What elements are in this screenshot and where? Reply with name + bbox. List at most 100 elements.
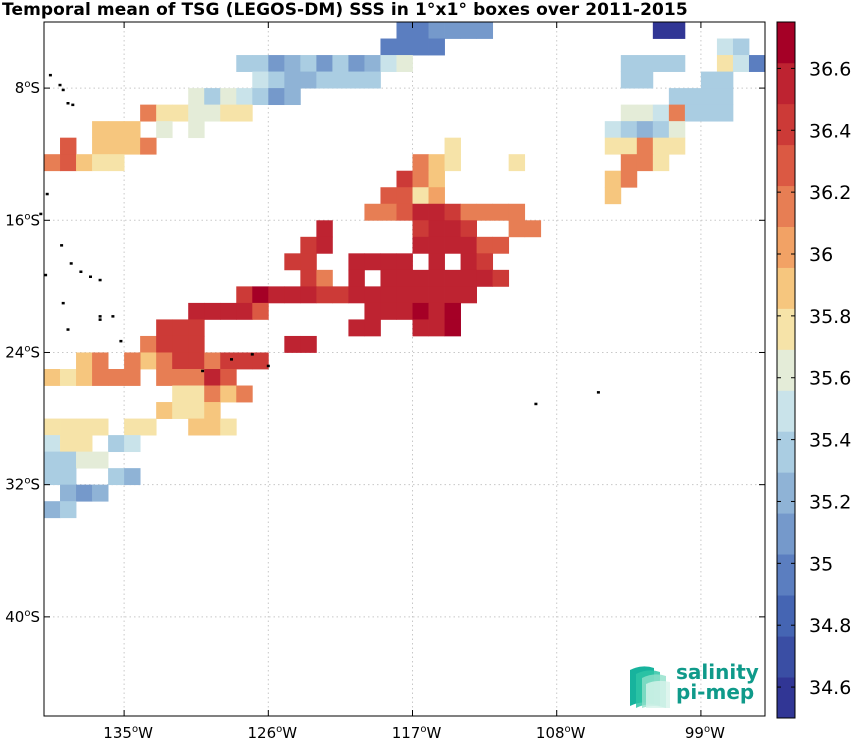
heatmap-cell	[492, 269, 510, 287]
heatmap-cell	[700, 71, 718, 89]
colorbar-tick-label: 36.6	[809, 58, 851, 80]
heatmap-cell	[508, 154, 526, 172]
heatmap-cell	[620, 154, 638, 172]
heatmap-cell	[108, 369, 125, 386]
y-tick-label: 40oS	[5, 608, 40, 626]
heatmap-cell	[220, 88, 237, 106]
heatmap-cell	[92, 352, 109, 370]
heatmap-cell	[92, 418, 109, 436]
heatmap-cell	[76, 352, 93, 370]
heatmap-cell	[300, 286, 317, 304]
heatmap-cell	[476, 269, 494, 287]
heatmap-cell	[668, 104, 686, 122]
island-marker	[60, 244, 64, 247]
heatmap-cell	[476, 253, 494, 271]
heatmap-cell	[428, 170, 445, 188]
island-marker	[119, 339, 123, 343]
colorbar-segment	[777, 677, 795, 719]
heatmap-cell	[652, 104, 670, 122]
heatmap-cell	[236, 55, 253, 72]
heatmap-cell	[204, 302, 221, 320]
heatmap-cell	[188, 335, 205, 353]
heatmap-cell	[44, 501, 61, 519]
colorbar-segment	[777, 431, 795, 473]
heatmap-cell	[284, 286, 301, 304]
heatmap-cell	[396, 253, 413, 271]
heatmap-cell	[284, 71, 301, 89]
colorbar-segment	[777, 472, 795, 514]
colorbar-tick-label: 34.8	[809, 615, 851, 637]
heatmap-cell	[108, 468, 125, 486]
heatmap-cell	[412, 22, 429, 39]
colorbar-tick-label: 35	[809, 553, 833, 575]
heatmap-cell	[284, 88, 301, 106]
y-tick-label: 8oS	[15, 79, 40, 97]
heatmap-cell	[188, 88, 205, 106]
heatmap-cell	[220, 104, 237, 122]
heatmap-cell	[508, 220, 526, 238]
heatmap-cell	[76, 369, 93, 386]
heatmap-cell	[156, 352, 173, 370]
heatmap-cell	[444, 137, 461, 155]
heatmap-cell	[124, 418, 141, 436]
heatmap-cell	[76, 154, 93, 172]
heatmap-cell	[380, 269, 397, 287]
heatmap-cell	[668, 121, 686, 139]
heatmap-cell	[444, 220, 461, 238]
heatmap-cell	[92, 154, 109, 172]
heatmap-cell	[204, 352, 221, 370]
logo-text-pimep: pi-mep	[676, 680, 755, 704]
heatmap-cell	[204, 418, 221, 436]
heatmap-cell	[380, 55, 397, 72]
heatmap-cell	[60, 369, 77, 386]
colorbar-segment	[777, 267, 795, 309]
logo-text-salinity: salinity	[676, 660, 759, 684]
heatmap-cell	[444, 319, 461, 337]
heatmap-cell	[60, 451, 77, 469]
heatmap-cell	[428, 38, 445, 56]
heatmap-cell	[348, 71, 365, 89]
heatmap-cell	[188, 418, 205, 436]
heatmap-cell	[364, 55, 381, 72]
heatmap-cell	[300, 269, 317, 287]
heatmap-cell	[156, 319, 173, 337]
island-marker	[44, 273, 48, 277]
colorbar-segment	[777, 390, 795, 432]
heatmap-cell	[412, 302, 429, 320]
heatmap-cell	[700, 88, 718, 106]
heatmap-cell	[652, 22, 670, 39]
colorbar-segment	[777, 554, 795, 596]
heatmap-cell	[412, 203, 429, 221]
heatmap-cell	[44, 468, 61, 486]
x-tick-label: 108oW	[536, 724, 586, 740]
heatmap-cell	[252, 352, 269, 370]
heatmap-cell	[76, 435, 93, 453]
heatmap-cell	[172, 369, 189, 386]
heatmap-cell	[316, 220, 333, 238]
heatmap-cell	[716, 38, 734, 56]
heatmap-cell	[140, 335, 157, 353]
heatmap-cell	[412, 236, 429, 254]
heatmap-cell	[444, 269, 461, 287]
heatmap-cell	[668, 137, 686, 155]
heatmap-cell	[92, 451, 109, 469]
heatmap-cell	[204, 369, 221, 386]
island-marker	[98, 318, 102, 321]
heatmap-cell	[204, 104, 221, 122]
heatmap-cell	[140, 418, 157, 436]
colorbar-segment	[777, 185, 795, 227]
island-marker	[61, 301, 65, 305]
heatmap-cell	[748, 55, 766, 72]
heatmap-cell	[188, 402, 205, 419]
heatmap-cell	[364, 319, 381, 337]
heatmap-cell	[188, 385, 205, 403]
island-marker	[596, 391, 600, 394]
chart-title: Temporal mean of TSG (LEGOS-DM) SSS in 1…	[2, 0, 688, 20]
colorbar-segment	[777, 226, 795, 268]
heatmap-cell	[140, 137, 157, 155]
heatmap-cell	[428, 302, 445, 320]
heatmap-cell	[316, 269, 333, 287]
heatmap-cell	[412, 38, 429, 56]
heatmap-cell	[60, 137, 77, 155]
heatmap-cell	[668, 55, 686, 72]
